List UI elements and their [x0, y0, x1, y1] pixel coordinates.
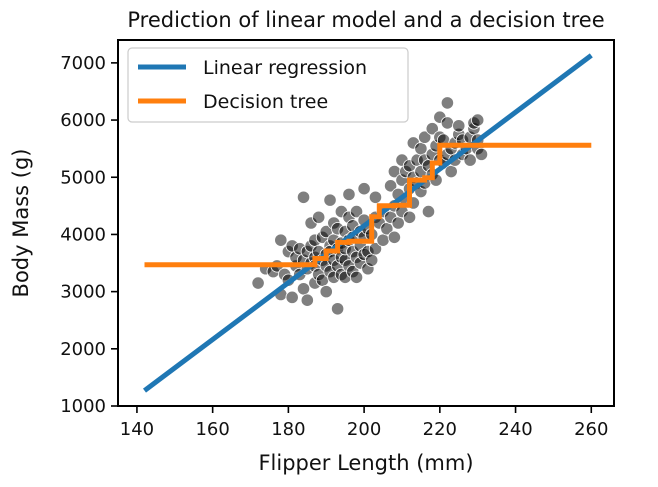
data-point — [251, 276, 265, 290]
legend-label-tree: Decision tree — [203, 91, 328, 113]
y-tick-label: 1000 — [60, 396, 106, 417]
x-tick-label: 160 — [195, 419, 229, 440]
data-point — [425, 122, 439, 136]
model-lines — [142, 53, 593, 393]
y-tick-label: 2000 — [60, 339, 106, 360]
data-point — [368, 242, 383, 256]
data-point — [391, 216, 405, 230]
data-point — [296, 282, 311, 296]
data-point — [418, 130, 432, 144]
x-tick-label: 240 — [498, 419, 532, 440]
data-point — [463, 153, 477, 167]
data-point — [384, 179, 398, 193]
y-tick-label: 5000 — [60, 167, 106, 188]
x-tick-label: 140 — [120, 419, 154, 440]
data-point — [402, 210, 417, 224]
x-tick-label: 260 — [574, 419, 608, 440]
legend-box — [127, 47, 409, 123]
data-point — [285, 290, 299, 304]
data-point — [474, 147, 489, 161]
linear-regression-line — [142, 53, 593, 393]
x-axis-label: Flipper Length (mm) — [258, 451, 473, 475]
data-point — [357, 182, 371, 196]
data-point — [300, 293, 314, 307]
data-point — [471, 113, 485, 127]
y-axis-label: Body Mass (g) — [9, 149, 33, 298]
y-tick-label: 6000 — [60, 110, 106, 131]
data-point — [452, 119, 466, 133]
y-tick-label: 3000 — [60, 282, 106, 303]
y-axis: 1000 2000 3000 4000 5000 6000 7000 — [60, 53, 118, 417]
y-tick-label: 4000 — [60, 224, 106, 245]
data-point — [323, 193, 337, 207]
data-point — [296, 190, 311, 204]
data-point — [440, 96, 455, 110]
data-point — [440, 116, 455, 130]
data-point — [349, 270, 364, 284]
data-point — [342, 187, 356, 202]
x-tick-label: 200 — [347, 419, 381, 440]
data-point — [444, 164, 458, 179]
y-tick-label: 7000 — [60, 53, 106, 74]
chart-title: Prediction of linear model and a decisio… — [127, 8, 604, 32]
data-point — [376, 233, 390, 247]
data-point — [421, 204, 436, 219]
data-point — [365, 253, 379, 267]
data-point — [331, 302, 345, 316]
x-tick-label: 220 — [423, 419, 457, 440]
decision-tree-line — [144, 142, 592, 268]
data-point — [274, 233, 288, 247]
plot-frame — [117, 39, 615, 407]
data-point — [414, 142, 428, 156]
data-point — [349, 204, 364, 219]
data-point — [368, 190, 383, 204]
x-axis: 140 160 180 200 220 240 260 — [120, 406, 608, 440]
x-tick-label: 180 — [271, 419, 305, 440]
data-point — [387, 230, 401, 244]
data-point — [312, 210, 326, 224]
legend: Linear regression Decision tree — [127, 47, 409, 123]
data-point — [319, 285, 333, 299]
legend-label-linear: Linear regression — [203, 57, 367, 79]
